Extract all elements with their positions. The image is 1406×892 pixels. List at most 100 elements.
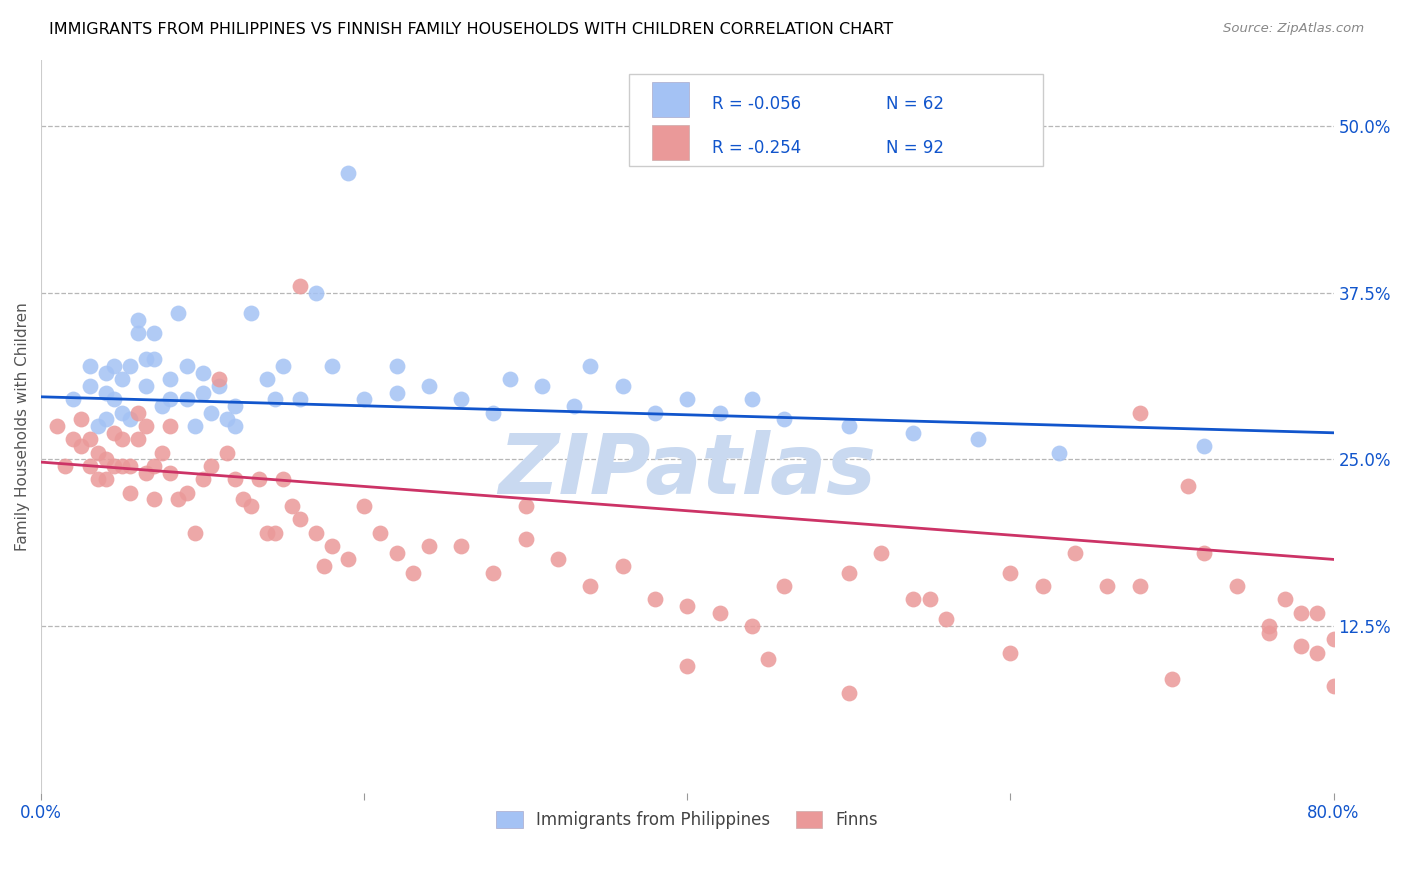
Point bbox=[191, 385, 214, 400]
Point bbox=[118, 412, 141, 426]
Point bbox=[709, 406, 731, 420]
Point bbox=[838, 686, 860, 700]
Point bbox=[94, 385, 117, 400]
Point bbox=[176, 392, 198, 407]
Point bbox=[1257, 625, 1279, 640]
Point bbox=[838, 566, 860, 580]
Point bbox=[741, 619, 763, 633]
Point bbox=[256, 525, 278, 540]
Point bbox=[118, 359, 141, 373]
Text: N = 92: N = 92 bbox=[886, 138, 943, 157]
Point bbox=[240, 306, 263, 320]
Point bbox=[118, 459, 141, 474]
Point bbox=[256, 372, 278, 386]
Point bbox=[264, 525, 287, 540]
Point bbox=[1032, 579, 1054, 593]
Legend: Immigrants from Philippines, Finns: Immigrants from Philippines, Finns bbox=[489, 804, 884, 836]
Point bbox=[1194, 546, 1216, 560]
Point bbox=[79, 459, 101, 474]
Point bbox=[870, 546, 893, 560]
Point bbox=[1274, 592, 1296, 607]
Text: R = -0.254: R = -0.254 bbox=[711, 138, 801, 157]
Point bbox=[1129, 579, 1152, 593]
Point bbox=[918, 592, 941, 607]
Point bbox=[280, 499, 302, 513]
Point bbox=[1306, 646, 1329, 660]
Point bbox=[418, 539, 440, 553]
Point bbox=[86, 472, 108, 486]
FancyBboxPatch shape bbox=[628, 74, 1043, 166]
Point bbox=[1289, 606, 1312, 620]
Point bbox=[183, 419, 205, 434]
Point bbox=[935, 612, 957, 626]
Point bbox=[1306, 606, 1329, 620]
Point bbox=[167, 306, 190, 320]
Point bbox=[321, 359, 343, 373]
Point bbox=[176, 359, 198, 373]
Point bbox=[321, 539, 343, 553]
Point bbox=[579, 579, 602, 593]
Point bbox=[135, 379, 157, 393]
Point bbox=[62, 392, 84, 407]
Point bbox=[709, 606, 731, 620]
Point bbox=[135, 419, 157, 434]
Point bbox=[53, 459, 76, 474]
Y-axis label: Family Households with Children: Family Households with Children bbox=[15, 301, 30, 550]
Point bbox=[94, 452, 117, 467]
Point bbox=[143, 352, 166, 367]
Point bbox=[353, 392, 375, 407]
Point bbox=[240, 499, 263, 513]
Point bbox=[247, 472, 270, 486]
Point bbox=[191, 472, 214, 486]
Point bbox=[337, 166, 360, 180]
Point bbox=[903, 425, 925, 440]
Point bbox=[159, 372, 181, 386]
Point bbox=[103, 425, 125, 440]
Point bbox=[70, 439, 93, 453]
Point bbox=[515, 499, 537, 513]
Point bbox=[305, 525, 328, 540]
Point bbox=[135, 466, 157, 480]
Point bbox=[579, 359, 602, 373]
Point bbox=[773, 412, 796, 426]
Point bbox=[1000, 646, 1022, 660]
Point bbox=[676, 392, 699, 407]
Point bbox=[773, 579, 796, 593]
Point bbox=[86, 446, 108, 460]
Point bbox=[530, 379, 553, 393]
Point bbox=[111, 459, 134, 474]
Point bbox=[232, 492, 254, 507]
Point bbox=[353, 499, 375, 513]
Point bbox=[1322, 679, 1344, 693]
Point bbox=[1097, 579, 1119, 593]
Point bbox=[741, 392, 763, 407]
Point bbox=[94, 366, 117, 380]
Point bbox=[644, 406, 666, 420]
Point bbox=[143, 326, 166, 340]
Point bbox=[305, 285, 328, 300]
Point bbox=[264, 392, 287, 407]
Point bbox=[103, 392, 125, 407]
Point bbox=[1194, 439, 1216, 453]
Point bbox=[159, 392, 181, 407]
Point bbox=[1000, 566, 1022, 580]
Point bbox=[612, 559, 634, 574]
Point bbox=[62, 433, 84, 447]
Point bbox=[644, 592, 666, 607]
Point bbox=[838, 419, 860, 434]
Point bbox=[547, 552, 569, 566]
Point bbox=[191, 366, 214, 380]
Point bbox=[498, 372, 520, 386]
Text: ZIPatlas: ZIPatlas bbox=[498, 430, 876, 510]
Point bbox=[1322, 632, 1344, 647]
Point bbox=[127, 326, 149, 340]
Point bbox=[1226, 579, 1249, 593]
Point bbox=[103, 359, 125, 373]
Point bbox=[200, 459, 222, 474]
Point bbox=[215, 446, 238, 460]
Point bbox=[70, 412, 93, 426]
Point bbox=[94, 412, 117, 426]
Point bbox=[79, 379, 101, 393]
Point bbox=[208, 372, 231, 386]
Point bbox=[1047, 446, 1070, 460]
